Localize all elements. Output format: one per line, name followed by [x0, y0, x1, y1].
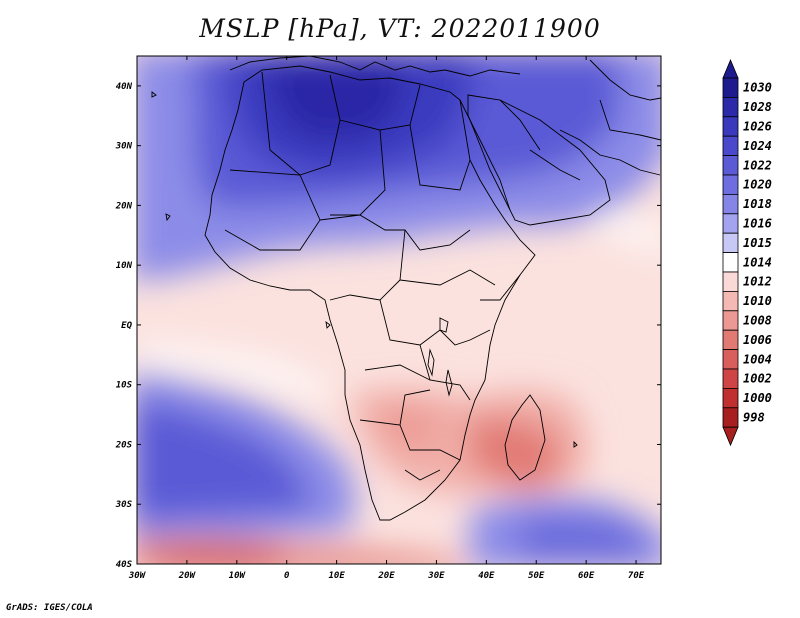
legend-label: 1012	[743, 275, 772, 289]
lat-tick-label: 30N	[115, 142, 133, 152]
lat-tick-label: 10N	[116, 261, 133, 271]
legend-swatch	[722, 387, 739, 409]
legend-swatch	[722, 155, 739, 176]
lon-tick-label: 70E	[628, 571, 645, 581]
legend-arrow-bottom	[722, 426, 739, 447]
lon-tick-label: 20W	[178, 571, 197, 581]
legend-swatch	[722, 193, 739, 215]
legend-label: 1018	[743, 197, 772, 211]
legend-swatch	[722, 135, 739, 156]
legend-label: 1015	[743, 236, 772, 250]
legend-swatch	[722, 252, 739, 273]
legend-swatch	[722, 232, 739, 253]
lat-tick-label: 40S	[116, 560, 133, 570]
legend-swatch	[722, 407, 739, 428]
color-legend: 1030 1028 1026 1024 1022 1020 1018 1016 1015 1014…	[722, 58, 772, 447]
legend-label: 1024	[743, 139, 772, 153]
lon-tick-label: 10W	[229, 571, 247, 581]
lat-tick-label: 10S	[116, 381, 133, 391]
legend-label: 1020	[743, 178, 772, 192]
legend-label: 1030	[743, 81, 772, 95]
map-frame	[136, 55, 662, 565]
lat-tick-label: 20S	[115, 440, 133, 450]
lon-tick-label: 40E	[478, 571, 495, 581]
legend-label: 1000	[743, 391, 772, 405]
legend-label: 1008	[743, 314, 772, 328]
longitude-axis: 30W 20W 10W 0 10E 20E 30E 40E 50E 60E 70E	[128, 56, 645, 581]
lon-tick-label: 50E	[528, 571, 545, 581]
legend-swatch	[722, 213, 739, 234]
legend-label: 1004	[743, 352, 772, 366]
lat-tick-label: EQ	[121, 321, 132, 331]
lon-tick-label: 20E	[377, 571, 395, 581]
legend-swatch	[722, 174, 739, 195]
legend-label: 1002	[743, 372, 772, 386]
legend-label: 1006	[743, 333, 772, 347]
map-title: MSLP [hPa], VT: 2022011900	[199, 14, 601, 43]
legend-swatch	[722, 97, 739, 118]
legend-swatch	[722, 116, 739, 137]
pressure-field	[137, 56, 661, 564]
coastlines	[151, 56, 661, 521]
lat-tick-label: 20N	[115, 201, 133, 211]
legend-swatch	[722, 329, 739, 351]
legend-label: 998	[743, 411, 765, 425]
lon-tick-label: 30W	[128, 571, 147, 581]
lon-tick-label: 30E	[427, 571, 445, 581]
grads-credit: GrADS: IGES/COLA	[6, 603, 93, 613]
legend-label: 1022	[743, 158, 772, 172]
lon-tick-label: 10E	[328, 571, 345, 581]
legend-label: 1014	[743, 255, 772, 269]
legend-swatch	[722, 349, 739, 370]
legend-label: 1026	[743, 120, 772, 134]
legend-label: 1010	[743, 294, 772, 308]
legend-arrow-top	[722, 58, 739, 79]
lat-tick-label: 30S	[115, 500, 133, 510]
lat-tick-label: 40N	[116, 82, 133, 92]
legend-swatch	[722, 77, 739, 98]
lon-tick-label: 0	[284, 571, 290, 581]
legend-swatch	[722, 310, 739, 331]
legend-label: 1016	[743, 217, 772, 231]
latitude-axis: 40N 30N 20N 10N EQ 10S 20S 30S 40S	[115, 82, 661, 570]
legend-swatch	[722, 368, 739, 389]
legend-swatch	[722, 271, 739, 292]
legend-label: 1028	[743, 100, 772, 114]
legend-swatch	[722, 290, 739, 312]
lon-tick-label: 60E	[578, 571, 595, 581]
